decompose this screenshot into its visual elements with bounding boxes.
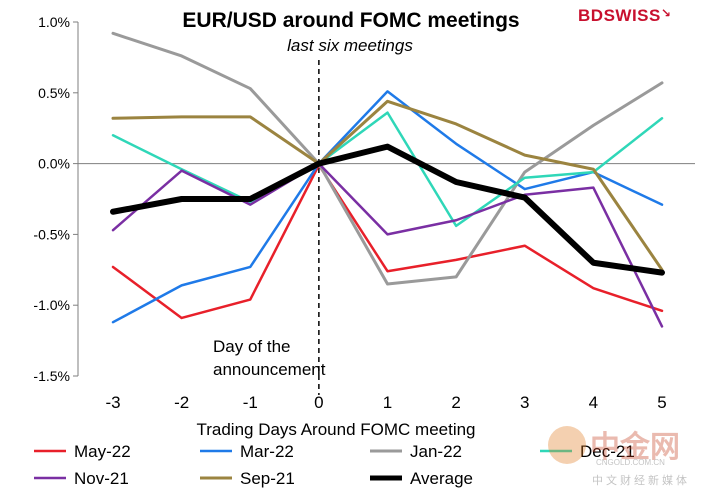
watermark-logo-icon bbox=[548, 426, 586, 464]
x-axis-label: Trading Days Around FOMC meeting bbox=[196, 420, 475, 439]
y-tick-label: 0.5% bbox=[38, 85, 70, 101]
legend-label: Nov-21 bbox=[74, 469, 129, 488]
legend: May-22 Mar-22 Jan-22 Dec-21 Nov-21 Sep-21 Aver… bbox=[34, 442, 635, 488]
series-line-dec-21 bbox=[111, 111, 664, 228]
legend-label: Dec-21 bbox=[580, 442, 635, 461]
y-tick-label: 0.0% bbox=[38, 156, 70, 172]
x-tick-label: -3 bbox=[105, 393, 120, 412]
y-tick-label: -0.5% bbox=[33, 226, 70, 242]
x-tick-label: -2 bbox=[174, 393, 189, 412]
y-axis: 1.0% 0.5% 0.0% -0.5% -1.0% -1.5% bbox=[33, 14, 79, 384]
y-tick-label: -1.0% bbox=[33, 297, 70, 313]
x-tick-label: 3 bbox=[520, 393, 529, 412]
watermark-name: 中金网 bbox=[590, 430, 680, 465]
x-tick-labels: -3 -2 -1 0 1 2 3 4 5 bbox=[105, 393, 666, 412]
chart-title: EUR/USD around FOMC meetings bbox=[182, 9, 519, 32]
series-line-sep-21 bbox=[111, 99, 664, 272]
x-tick-label: 1 bbox=[383, 393, 392, 412]
watermark-tagline: 中文财经新媒体 bbox=[592, 474, 690, 487]
series-line-average bbox=[110, 143, 665, 276]
legend-label: Sep-21 bbox=[240, 469, 295, 488]
series-line-may-22 bbox=[111, 163, 664, 320]
series-line-mar-22 bbox=[111, 90, 664, 324]
annotation-line2: announcement bbox=[213, 360, 326, 379]
y-tick-label: -1.5% bbox=[33, 368, 70, 384]
legend-label: Average bbox=[410, 469, 473, 488]
logo-text-b: SWISS bbox=[603, 6, 661, 25]
x-tick-label: -1 bbox=[243, 393, 258, 412]
legend-label: Jan-22 bbox=[410, 442, 462, 461]
series-line-jan-22 bbox=[111, 31, 664, 286]
watermark: 中金网 CNGOLD.COM.CN 中文财经新媒体 bbox=[548, 420, 698, 496]
x-tick-label: 0 bbox=[314, 393, 323, 412]
chart-subtitle: last six meetings bbox=[287, 36, 413, 55]
bdswiss-logo: BDSWISS↘ bbox=[578, 6, 671, 26]
series-layer bbox=[110, 31, 665, 328]
logo-text-a: BD bbox=[578, 6, 604, 25]
x-tick-label: 2 bbox=[451, 393, 460, 412]
legend-label: Mar-22 bbox=[240, 442, 294, 461]
x-tick-label: 5 bbox=[657, 393, 666, 412]
legend-label: May-22 bbox=[74, 442, 131, 461]
logo-arrow-icon: ↘ bbox=[660, 6, 672, 20]
x-tick-label: 4 bbox=[589, 393, 598, 412]
y-tick-label: 1.0% bbox=[38, 14, 70, 30]
series-line-nov-21 bbox=[111, 162, 664, 328]
watermark-url: CNGOLD.COM.CN bbox=[596, 458, 665, 467]
annotation-line1: Day of the bbox=[213, 337, 291, 356]
